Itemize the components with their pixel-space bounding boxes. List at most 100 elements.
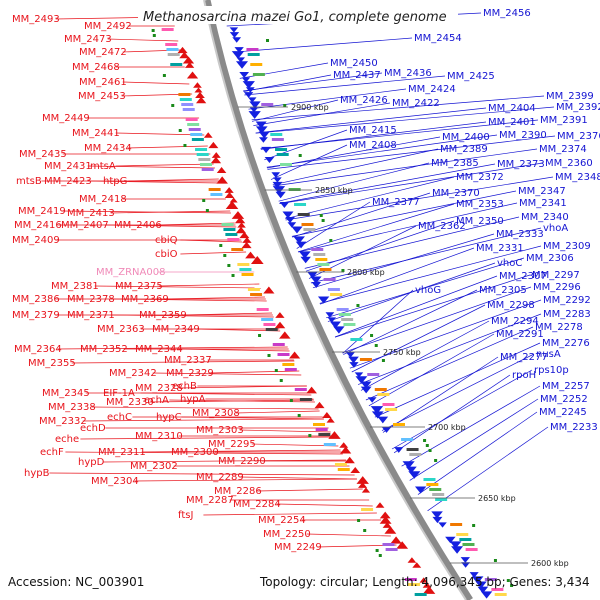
feature-block	[201, 168, 214, 171]
right-gene-label: MM_2400	[442, 132, 490, 143]
left-leader-line	[128, 178, 219, 182]
right-leader-line	[334, 274, 531, 338]
genome-backbone	[203, 0, 473, 600]
feature-dot	[183, 144, 187, 147]
right-gene-label: MM_2292	[543, 295, 591, 306]
gene-arrow	[402, 461, 415, 469]
gene-arrow	[306, 386, 317, 394]
left-gene-label: hypB	[24, 468, 50, 479]
right-gene-label: vhoA	[543, 223, 568, 234]
left-gene-label: MM_2419	[18, 206, 66, 217]
left-gene-label: MM_2423	[44, 176, 92, 187]
left-gene-label: MM_2304	[91, 476, 139, 487]
left-leader-line	[140, 392, 312, 396]
gene-arrow	[317, 296, 330, 304]
feature-block	[170, 63, 183, 66]
right-gene-label: MM_2245	[539, 407, 587, 418]
right-gene-label: MM_2297	[532, 270, 580, 281]
feature-block	[263, 323, 276, 326]
right-gene-label: MM_2360	[545, 158, 593, 169]
left-leader-line	[57, 346, 288, 350]
right-leader-line	[342, 289, 414, 354]
feature-block	[178, 93, 191, 96]
left-gene-label: echA	[144, 395, 169, 406]
left-gene-label: MM_2311	[98, 447, 146, 458]
gene-arrow	[475, 581, 487, 589]
left-gene-label: echD	[80, 423, 106, 434]
gene-arrow	[250, 256, 264, 264]
right-gene-label: MM_2278	[535, 322, 583, 333]
left-gene-label: MM_2310	[135, 431, 183, 442]
right-leader-line	[319, 245, 542, 304]
right-leader-line	[381, 353, 535, 431]
feature-block	[341, 318, 354, 321]
gene-arrow	[282, 211, 294, 219]
left-leader-line	[180, 239, 243, 243]
left-leader-line	[257, 488, 363, 492]
feature-block	[261, 318, 274, 321]
gene-arrow	[245, 87, 255, 93]
feature-dot	[219, 244, 223, 247]
feature-block	[261, 103, 274, 106]
feature-block	[350, 338, 363, 341]
gene-arrow	[234, 47, 244, 53]
gene-arrow	[325, 312, 335, 318]
feature-block	[343, 323, 356, 326]
left-gene-label: MM_2473	[64, 34, 112, 45]
feature-block	[208, 188, 221, 191]
scale-tick-label: 2850 kbp	[315, 186, 353, 195]
right-gene-label: MM_2373	[497, 159, 545, 170]
feature-block	[288, 188, 301, 191]
gene-arrow	[414, 486, 427, 494]
left-gene-label: MM_2378	[67, 294, 115, 305]
left-leader-line	[110, 210, 231, 214]
right-leader-line	[272, 148, 439, 186]
feature-dot	[152, 34, 156, 37]
gene-arrow	[361, 487, 371, 493]
left-gene-label: MM_2303	[196, 425, 244, 436]
left-gene-label: hypD	[78, 457, 105, 468]
gene-arrow	[194, 87, 203, 93]
feature-block	[239, 268, 252, 271]
left-leader-line	[82, 418, 324, 422]
left-gene-label: MM_2287	[186, 495, 234, 506]
gene-arrow	[236, 61, 249, 69]
left-gene-label: MM_2406	[114, 220, 162, 231]
gene-arrow	[356, 476, 369, 484]
feature-dot	[298, 154, 302, 157]
gene-arrow	[346, 352, 355, 358]
feature-dot	[289, 399, 293, 402]
left-gene-label: MM_2290	[218, 456, 266, 467]
left-gene-label: MM_2461	[79, 77, 127, 88]
feature-block	[423, 478, 436, 481]
scale-tick-label: 2900 kbp	[291, 103, 329, 112]
left-leader-line	[104, 224, 237, 228]
right-leader-line	[382, 356, 499, 433]
gene-arrow	[360, 386, 372, 394]
right-gene-label: MM_2333	[496, 229, 544, 240]
feature-block	[484, 578, 497, 581]
left-gene-label: MM_2352	[80, 344, 128, 355]
right-leader-line	[266, 134, 498, 168]
right-leader-line	[391, 369, 533, 450]
gene-arrow	[360, 381, 372, 389]
gene-arrow	[291, 226, 303, 234]
gene-arrow	[216, 167, 227, 173]
feature-block	[323, 278, 336, 281]
feature-block	[191, 138, 204, 141]
feature-block	[246, 48, 259, 51]
right-gene-label: vhoC	[497, 258, 522, 269]
feature-block	[334, 463, 347, 466]
gene-arrow	[184, 62, 195, 68]
left-leader-line	[115, 163, 214, 167]
left-gene-label: MM_2441	[72, 128, 120, 139]
feature-block	[401, 438, 414, 441]
right-leader-line	[310, 227, 542, 284]
right-leader-line	[305, 220, 455, 272]
left-gene-label: mtsA	[90, 161, 116, 172]
gene-arrow	[350, 466, 361, 474]
feature-dot	[308, 434, 312, 437]
right-gene-label: MM_2296	[533, 282, 581, 293]
gene-arrow	[396, 541, 409, 549]
gene-arrow	[208, 141, 219, 149]
